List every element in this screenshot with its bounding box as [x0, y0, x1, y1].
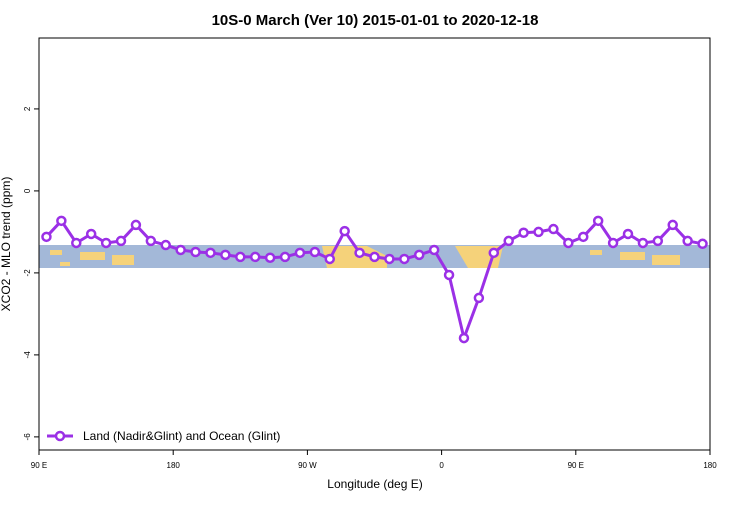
point	[220, 249, 231, 261]
y-tick-label: 2	[23, 106, 32, 111]
point	[473, 292, 485, 304]
point	[235, 251, 246, 263]
point	[384, 253, 395, 265]
point	[488, 247, 500, 259]
x-axis-label: Longitude (deg E)	[327, 477, 422, 491]
point	[279, 251, 291, 263]
point	[503, 235, 514, 247]
point	[205, 247, 216, 259]
point	[85, 228, 97, 240]
point	[309, 246, 321, 258]
point	[71, 237, 82, 249]
y-tick-label: -6	[23, 433, 32, 441]
point	[607, 237, 619, 249]
legend-label: Land (Nadir&Glint) and Ocean (Glint)	[83, 429, 280, 443]
point	[682, 235, 693, 247]
chart-title: 10S-0 March (Ver 10) 2015-01-01 to 2020-…	[212, 12, 539, 29]
x-tick-label: 0	[439, 461, 444, 470]
x-tick-label: 180	[167, 461, 181, 470]
x-tick-label: 90 E	[568, 461, 584, 470]
point	[160, 239, 171, 251]
point	[100, 237, 112, 249]
point	[578, 231, 589, 243]
point	[458, 332, 470, 344]
point	[130, 219, 142, 231]
point	[697, 238, 708, 250]
x-tick-label: 180	[703, 461, 717, 470]
point	[652, 235, 664, 247]
point	[145, 235, 157, 247]
y-tick-label: 0	[23, 188, 32, 193]
point	[249, 251, 261, 263]
point	[354, 247, 365, 259]
x-tick-label: 90 E	[31, 461, 47, 470]
point	[428, 244, 440, 256]
point	[190, 246, 201, 258]
legend-marker	[54, 430, 66, 442]
series-line	[45, 218, 703, 344]
point	[592, 215, 604, 227]
point	[115, 235, 127, 247]
point	[563, 237, 574, 249]
x-tick-label: 90 W	[298, 461, 317, 470]
point	[41, 231, 52, 243]
point	[518, 227, 529, 238]
plot-frame	[38, 37, 711, 451]
point	[637, 237, 649, 249]
point	[622, 228, 634, 240]
point	[264, 252, 276, 263]
y-tick-label: -2	[23, 269, 32, 277]
y-tick-label: -4	[23, 351, 32, 359]
point	[533, 226, 544, 238]
y-axis-label: XCO2 - MLO trend (ppm)	[0, 177, 13, 312]
point	[324, 253, 336, 265]
point	[369, 251, 380, 263]
point	[294, 247, 306, 259]
point	[667, 219, 678, 231]
point	[56, 215, 67, 227]
point	[175, 244, 186, 256]
point	[399, 253, 410, 265]
point	[548, 223, 559, 235]
point	[413, 249, 425, 261]
point	[339, 225, 350, 237]
point	[443, 269, 455, 281]
